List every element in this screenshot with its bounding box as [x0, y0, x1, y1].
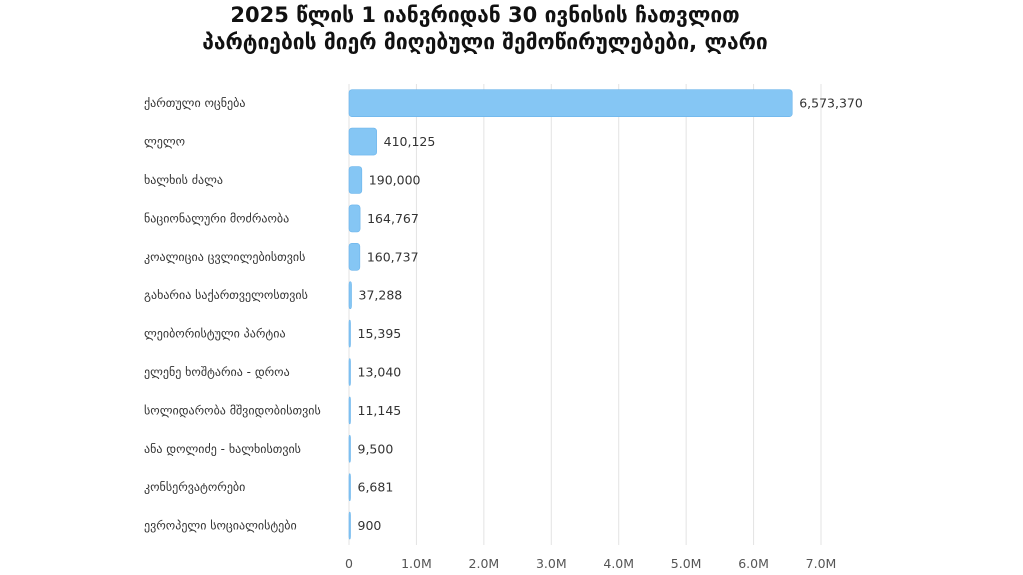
data-label: 160,737 [367, 249, 419, 264]
data-label: 37,288 [359, 288, 403, 303]
category-label: სოლიდარობა მშვიდობისთვის [144, 403, 321, 417]
data-label: 164,767 [367, 211, 419, 226]
category-label: ლეიბორისტული პარტია [144, 327, 286, 341]
category-label: კონსერვატორები [144, 480, 245, 494]
category-label: ხალხის ძალა [144, 173, 223, 187]
category-label: ევროპელი სოციალისტები [144, 519, 297, 533]
x-tick-label: 3.0M [536, 556, 567, 571]
bar [348, 204, 361, 233]
bar [348, 127, 377, 156]
category-label: გახარია საქართველოსთვის [144, 288, 308, 302]
data-label: 6,573,370 [799, 96, 863, 111]
data-label: 15,395 [358, 326, 402, 341]
bar [348, 166, 363, 194]
x-tick-label: 4.0M [603, 556, 634, 571]
bar [348, 473, 351, 502]
category-labels: ქართული ოცნება ლელო ხალხის ძალა ნაციონალური… [144, 96, 321, 532]
x-tick-label: 5.0M [671, 556, 702, 571]
data-label: 13,040 [358, 365, 402, 380]
x-tick-label: 7.0M [806, 556, 837, 571]
data-label: 9,500 [358, 441, 394, 456]
data-label: 190,000 [369, 173, 421, 188]
x-tick-label: 6.0M [738, 556, 769, 571]
bar [348, 396, 351, 425]
bar [348, 243, 361, 271]
category-label: ელენე ხოშტარია - დროა [144, 365, 290, 379]
chart-title-line-1: 2025 წლის 1 იანვრიდან 30 ივნისის ჩათვლით [230, 3, 740, 27]
bar [348, 89, 793, 117]
x-tick-label: 1.0M [401, 556, 432, 571]
data-label: 900 [358, 518, 382, 533]
bar [348, 511, 351, 540]
category-label: ქართული ოცნება [144, 96, 245, 110]
chart-title-line-2: პარტიების მიერ მიღებული შემოწირულებები, … [202, 30, 768, 54]
bar [348, 358, 351, 386]
x-tick-label: 2.0M [469, 556, 500, 571]
bar [348, 319, 351, 348]
data-label: 410,125 [384, 134, 436, 149]
category-label: კოალიცია ცვლილებისთვის [144, 250, 305, 264]
chart-title: 2025 წლის 1 იანვრიდან 30 ივნისის ჩათვლით… [0, 2, 970, 56]
data-label: 11,145 [358, 403, 402, 418]
category-label: ანა დოლიძე - ხალხისთვის [144, 442, 301, 456]
data-label: 6,681 [358, 480, 394, 495]
bar [348, 281, 352, 310]
category-label: ლელო [144, 135, 185, 149]
category-label: ნაციონალური მოძრაობა [144, 211, 289, 225]
bar [348, 434, 351, 463]
x-tick-label: 0 [345, 556, 353, 571]
